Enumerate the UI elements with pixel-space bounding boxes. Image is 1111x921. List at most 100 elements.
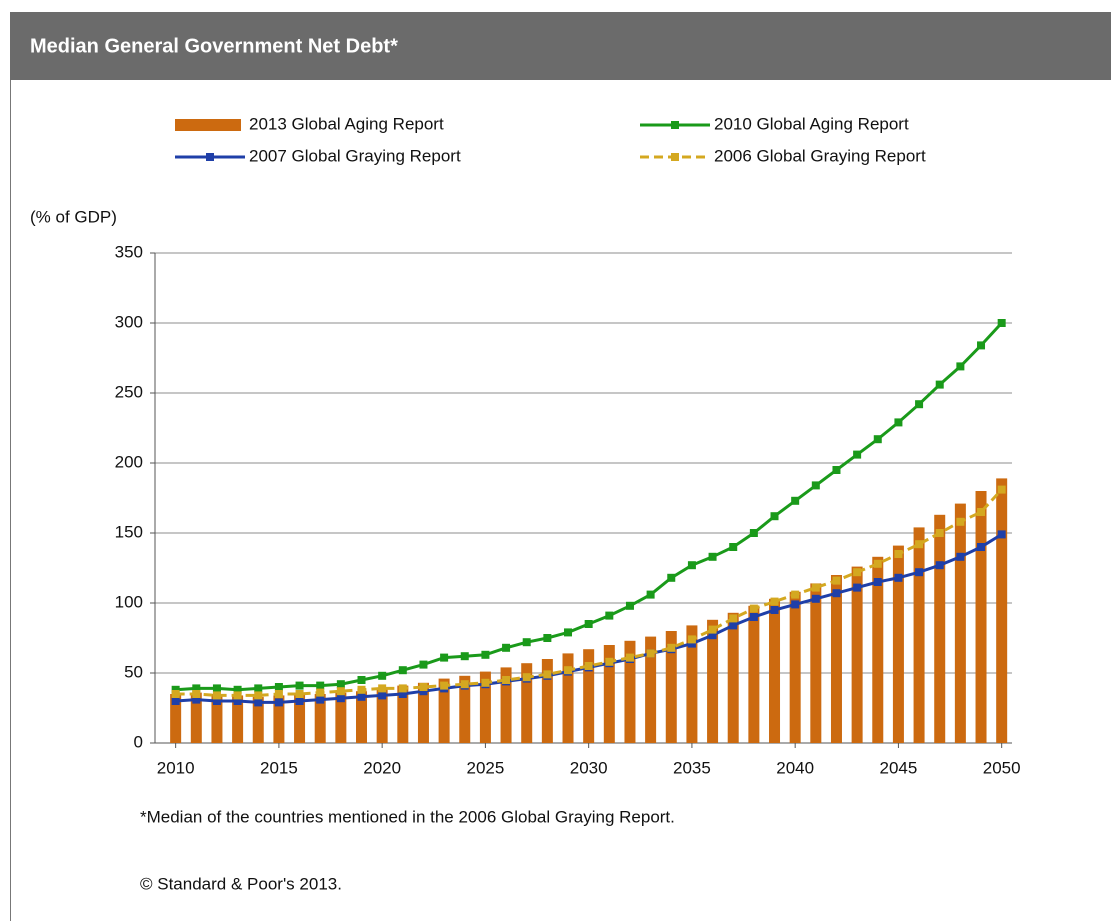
marker xyxy=(832,466,841,474)
marker xyxy=(316,681,325,690)
marker xyxy=(357,685,366,694)
bar xyxy=(170,694,182,743)
bar xyxy=(645,636,657,743)
legend-marker xyxy=(206,153,214,161)
marker xyxy=(625,601,634,610)
marker xyxy=(935,561,944,570)
bar xyxy=(624,640,636,743)
marker xyxy=(997,319,1006,327)
marker xyxy=(192,684,201,693)
legend-swatch xyxy=(175,119,241,131)
bar xyxy=(459,675,471,743)
y-axis-label: (% of GDP) xyxy=(30,207,117,226)
marker xyxy=(584,620,593,628)
x-tick-label: 2030 xyxy=(570,758,608,777)
x-tick-label: 2045 xyxy=(880,758,918,777)
x-tick-label: 2035 xyxy=(673,758,711,777)
marker xyxy=(419,687,428,696)
marker xyxy=(419,660,428,669)
bar xyxy=(417,682,429,743)
marker xyxy=(894,550,903,558)
marker xyxy=(832,589,841,598)
y-tick-label: 50 xyxy=(124,662,143,681)
footnote: *Median of the countries mentioned in th… xyxy=(140,807,675,826)
bar xyxy=(252,696,264,743)
marker xyxy=(873,578,882,586)
bar xyxy=(769,598,781,743)
x-tick-label: 2020 xyxy=(363,758,401,777)
marker xyxy=(811,583,820,592)
marker xyxy=(233,691,242,700)
bar xyxy=(830,575,842,743)
marker xyxy=(935,529,944,537)
marker xyxy=(605,657,614,666)
marker xyxy=(233,685,242,694)
marker xyxy=(295,697,304,705)
marker xyxy=(667,573,676,582)
bar xyxy=(851,566,863,743)
y-tick-label: 150 xyxy=(115,522,143,541)
marker xyxy=(997,485,1006,494)
marker xyxy=(687,561,696,570)
marker xyxy=(274,698,283,707)
marker xyxy=(460,680,469,689)
marker xyxy=(977,508,986,516)
marker xyxy=(274,683,283,691)
bar xyxy=(872,556,884,743)
x-tick-label: 2015 xyxy=(260,758,298,777)
marker xyxy=(646,649,655,658)
bar xyxy=(583,649,595,743)
bar xyxy=(975,491,987,743)
bar xyxy=(913,527,925,743)
bar xyxy=(356,691,368,743)
bar xyxy=(500,667,512,743)
marker xyxy=(729,543,738,551)
marker xyxy=(956,362,965,371)
marker xyxy=(254,684,263,693)
marker xyxy=(935,380,944,389)
marker xyxy=(625,653,634,662)
marker xyxy=(956,552,965,561)
marker xyxy=(873,435,882,444)
marker xyxy=(336,680,345,689)
marker xyxy=(749,613,758,621)
marker xyxy=(832,576,841,585)
marker xyxy=(811,481,820,490)
marker xyxy=(254,691,263,700)
y-tick-label: 350 xyxy=(115,242,143,261)
marker xyxy=(977,543,986,551)
marker xyxy=(212,691,221,700)
marker xyxy=(295,690,304,698)
y-tick-label: 250 xyxy=(115,382,143,401)
x-tick-label: 2025 xyxy=(466,758,504,777)
bar xyxy=(376,688,388,743)
marker xyxy=(316,695,325,704)
bar xyxy=(562,653,574,743)
bar xyxy=(727,612,739,743)
bar xyxy=(521,663,533,743)
marker xyxy=(440,653,449,662)
bar xyxy=(479,671,491,743)
marker xyxy=(481,650,490,659)
marker xyxy=(915,400,924,409)
bar xyxy=(892,545,904,743)
bar xyxy=(438,678,450,743)
bar xyxy=(686,625,698,743)
marker xyxy=(708,631,717,640)
marker xyxy=(481,678,490,687)
marker xyxy=(316,688,325,697)
marker xyxy=(212,697,221,705)
marker xyxy=(543,634,552,642)
bar xyxy=(397,685,409,743)
marker xyxy=(708,625,717,634)
marker xyxy=(398,690,407,698)
marker xyxy=(687,635,696,644)
marker xyxy=(419,683,428,691)
bar xyxy=(934,514,946,743)
marker xyxy=(440,681,449,690)
marker xyxy=(522,638,531,647)
marker xyxy=(398,666,407,675)
marker xyxy=(749,529,758,537)
marker xyxy=(770,597,779,606)
marker xyxy=(605,611,614,620)
